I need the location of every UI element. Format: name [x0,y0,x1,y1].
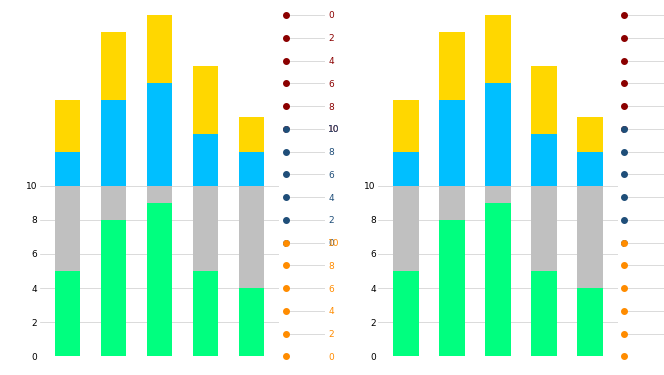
Bar [577,117,603,152]
Bar [393,152,419,186]
Bar [54,186,80,271]
Bar [238,288,264,356]
Bar [531,271,556,356]
Bar [485,0,511,83]
Bar [440,186,465,220]
Bar [238,117,264,152]
Bar [238,186,264,288]
Bar [193,66,218,135]
Bar [393,100,419,152]
Bar [440,32,465,101]
Bar [193,135,218,186]
Bar [577,288,603,356]
Bar [393,271,419,356]
Bar [193,271,218,356]
Bar [147,83,172,186]
Bar [54,100,80,152]
Bar [531,186,556,271]
Bar [577,152,603,186]
Bar [485,186,511,202]
Bar [147,0,172,83]
Bar [485,83,511,186]
Bar [101,100,126,186]
Bar [531,135,556,186]
Bar [393,186,419,271]
Bar [101,32,126,101]
Bar [54,152,80,186]
Bar [101,220,126,356]
Bar [440,100,465,186]
Bar [147,186,172,202]
Bar [54,271,80,356]
Bar [485,202,511,356]
Bar [147,202,172,356]
Bar [531,66,556,135]
Bar [101,186,126,220]
Bar [577,186,603,288]
Bar [238,152,264,186]
Bar [193,186,218,271]
Bar [440,220,465,356]
